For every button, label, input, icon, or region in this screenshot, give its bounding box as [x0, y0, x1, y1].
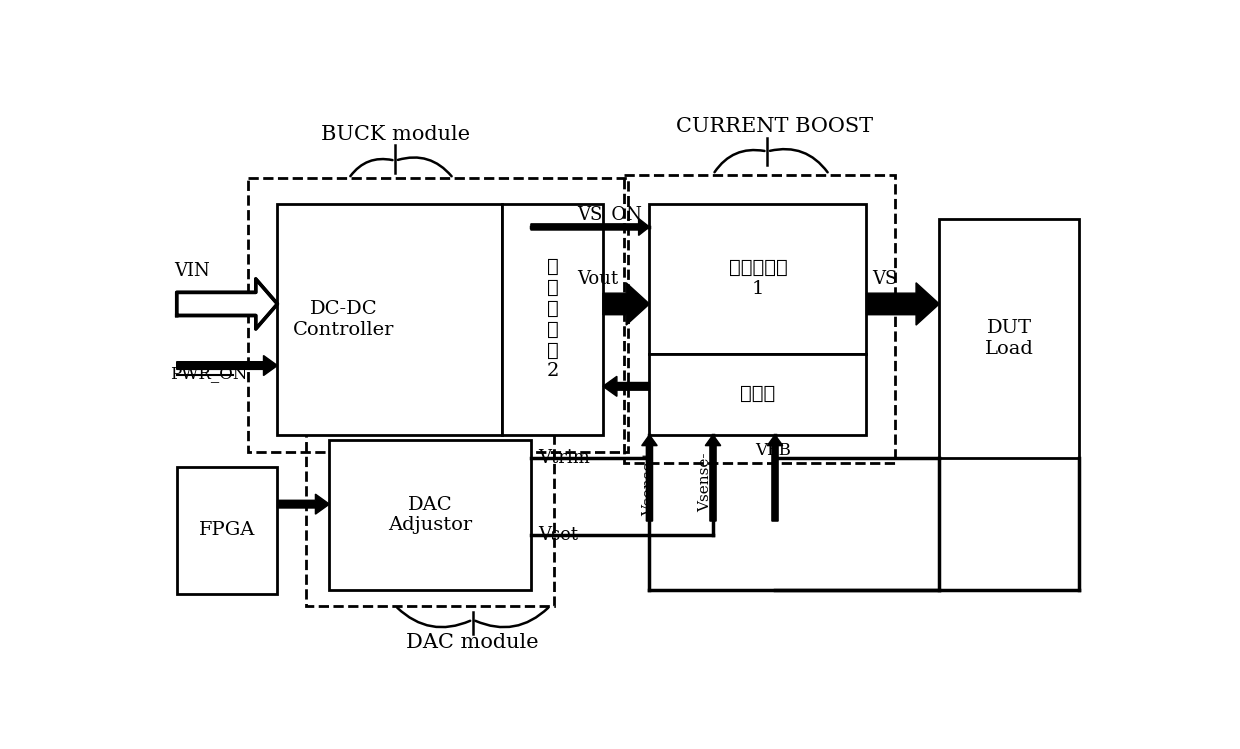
Polygon shape — [176, 356, 278, 375]
Bar — [502, 204, 603, 435]
Text: 功率开关管
1: 功率开关管 1 — [729, 259, 787, 298]
Text: PWR_ON: PWR_ON — [171, 365, 248, 382]
Text: DUT
Load: DUT Load — [985, 319, 1033, 358]
Text: Vtrim: Vtrim — [538, 449, 590, 467]
Polygon shape — [176, 279, 278, 329]
Bar — [650, 354, 867, 435]
Polygon shape — [867, 283, 940, 325]
Bar — [306, 417, 554, 606]
Text: VS: VS — [872, 270, 898, 288]
Text: Vsense-: Vsense- — [698, 453, 712, 512]
Polygon shape — [768, 435, 782, 521]
Bar — [650, 204, 867, 354]
Bar — [248, 178, 627, 452]
Text: DC-DC
Controller: DC-DC Controller — [293, 300, 394, 339]
Text: DAC
Adjustor: DAC Adjustor — [388, 496, 472, 534]
Text: VIN: VIN — [175, 262, 210, 280]
Polygon shape — [603, 283, 650, 325]
Polygon shape — [531, 219, 650, 235]
Bar — [176, 467, 278, 594]
Text: CURRENT BOOST: CURRENT BOOST — [677, 118, 873, 136]
Text: BUCK module: BUCK module — [321, 125, 470, 144]
Text: FPGA: FPGA — [198, 521, 255, 539]
Text: Vsense+: Vsense+ — [642, 449, 656, 516]
Bar — [278, 204, 502, 435]
Polygon shape — [603, 376, 650, 396]
Polygon shape — [642, 435, 657, 521]
Text: VFB: VFB — [755, 442, 791, 458]
Text: DAC module: DAC module — [407, 633, 539, 652]
Bar — [624, 175, 895, 464]
Bar — [330, 440, 531, 590]
Bar — [940, 219, 1079, 458]
Text: Vset: Vset — [538, 526, 579, 544]
Polygon shape — [278, 494, 330, 514]
Text: 功
率
开
关
管
2: 功 率 开 关 管 2 — [547, 258, 559, 380]
Text: 比较器: 比较器 — [740, 385, 775, 403]
Text: VS_ON: VS_ON — [578, 205, 642, 224]
Polygon shape — [706, 435, 720, 521]
Text: Vout: Vout — [578, 270, 619, 288]
